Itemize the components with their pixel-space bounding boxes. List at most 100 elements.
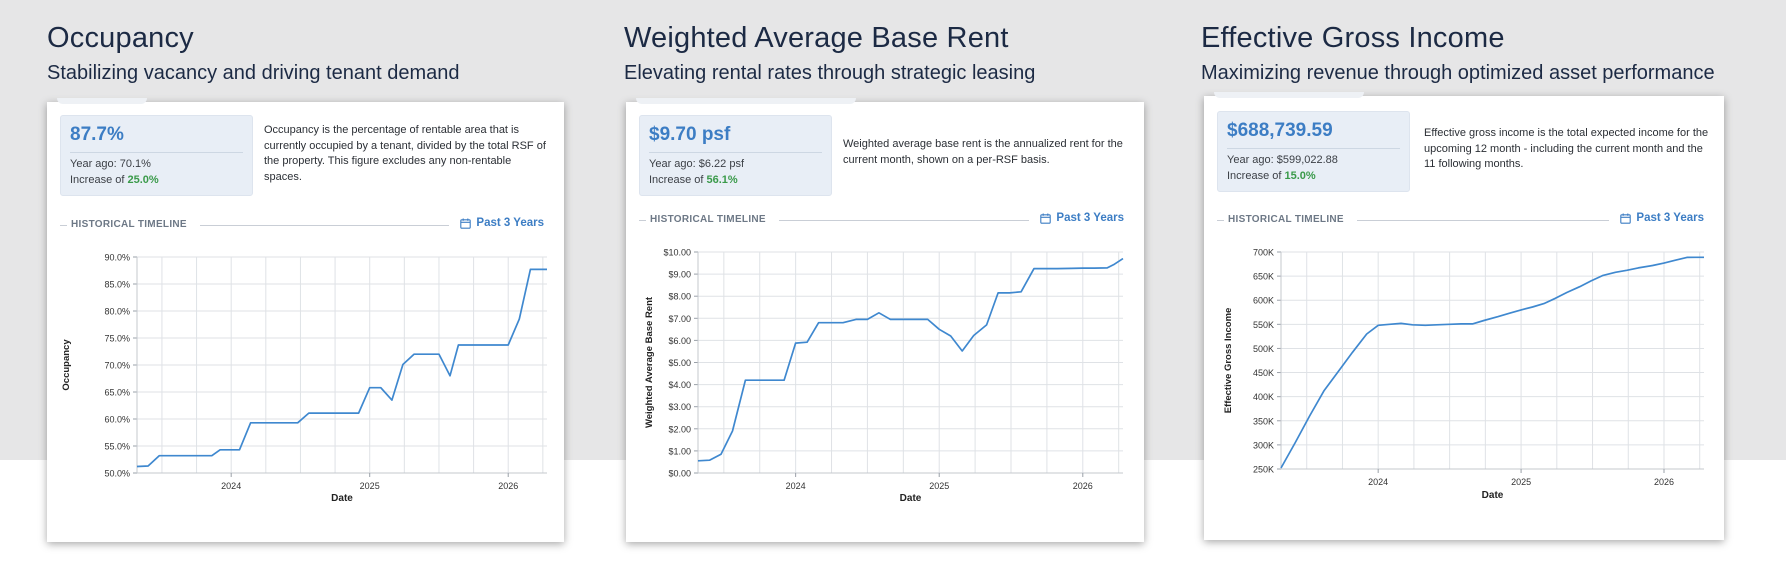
card-tab bbox=[636, 98, 856, 104]
range-label: Past 3 Years bbox=[1636, 212, 1704, 224]
x-axis-label: Date bbox=[1482, 490, 1504, 501]
timeline-label: HISTORICAL TIMELINE bbox=[650, 214, 766, 225]
range-selector[interactable]: Past 3 Years bbox=[460, 217, 544, 229]
divider bbox=[649, 152, 822, 153]
divider bbox=[639, 220, 646, 221]
y-tick-label: 550K bbox=[1253, 320, 1274, 330]
metric-value: $9.70 psf bbox=[649, 124, 731, 145]
calendar-icon bbox=[1040, 213, 1052, 224]
section-subtitle: Elevating rental rates through strategic… bbox=[624, 62, 1036, 84]
metric-box: $9.70 psf Year ago: $6.22 psf Increase o… bbox=[639, 115, 832, 196]
y-tick-label: 650K bbox=[1253, 272, 1274, 282]
y-tick-label: 500K bbox=[1253, 344, 1274, 354]
y-tick-label: $1.00 bbox=[668, 446, 691, 456]
increase-text: Increase of 56.1% bbox=[649, 174, 738, 186]
y-tick-label: $6.00 bbox=[668, 336, 691, 346]
y-tick-label: 90.0% bbox=[104, 253, 130, 263]
divider bbox=[60, 225, 67, 226]
divider bbox=[779, 220, 1029, 221]
occupancy-card: 87.7% Year ago: 70.1% Increase of 25.0% … bbox=[47, 98, 564, 542]
y-tick-label: 300K bbox=[1253, 440, 1274, 450]
divider bbox=[1217, 220, 1224, 221]
timeline-header: HISTORICAL TIMELINE Past 3 Years bbox=[60, 217, 544, 233]
range-label: Past 3 Years bbox=[1056, 212, 1124, 224]
y-tick-label: 700K bbox=[1253, 248, 1274, 258]
card-tab bbox=[57, 98, 147, 104]
increase-text: Increase of 15.0% bbox=[1227, 170, 1316, 182]
x-tick-label: 2026 bbox=[1073, 481, 1093, 491]
increase-prefix: Increase of bbox=[1227, 170, 1285, 182]
series-line bbox=[697, 257, 1124, 462]
base-rent-card: $9.70 psf Year ago: $6.22 psf Increase o… bbox=[626, 98, 1144, 542]
calendar-icon bbox=[460, 218, 472, 229]
divider bbox=[1357, 220, 1609, 221]
calendar-icon bbox=[1620, 213, 1632, 224]
y-tick-label: $0.00 bbox=[668, 469, 691, 479]
increase-prefix: Increase of bbox=[70, 174, 128, 186]
y-tick-label: $2.00 bbox=[668, 424, 691, 434]
y-axis-label: Effective Gross Income bbox=[1223, 308, 1234, 414]
timeline-header: HISTORICAL TIMELINE Past 3 Years bbox=[639, 212, 1124, 228]
timeline-label: HISTORICAL TIMELINE bbox=[71, 219, 187, 230]
x-tick-label: 2024 bbox=[221, 481, 241, 491]
x-tick-label: 2025 bbox=[929, 481, 949, 491]
y-tick-label: 60.0% bbox=[104, 415, 130, 425]
series-line bbox=[136, 268, 547, 468]
section-subtitle: Maximizing revenue through optimized ass… bbox=[1201, 62, 1715, 84]
x-axis-label: Date bbox=[900, 493, 922, 504]
y-tick-label: 400K bbox=[1253, 392, 1274, 402]
x-axis-label: Date bbox=[331, 493, 353, 504]
y-tick-label: 80.0% bbox=[104, 307, 130, 317]
y-tick-label: 350K bbox=[1253, 416, 1274, 426]
x-tick-label: 2024 bbox=[1368, 477, 1388, 487]
section-subtitle: Stabilizing vacancy and driving tenant d… bbox=[47, 62, 460, 84]
increase-prefix: Increase of bbox=[649, 174, 707, 186]
year-ago-value: Year ago: $599,022.88 bbox=[1227, 154, 1338, 166]
y-tick-label: 50.0% bbox=[104, 469, 130, 479]
y-tick-label: $8.00 bbox=[668, 292, 691, 302]
year-ago-value: Year ago: $6.22 psf bbox=[649, 158, 745, 170]
section-title: Effective Gross Income bbox=[1201, 22, 1505, 54]
x-tick-label: 2025 bbox=[1511, 477, 1531, 487]
y-tick-label: 85.0% bbox=[104, 280, 130, 290]
divider bbox=[1227, 148, 1400, 149]
metric-value: $688,739.59 bbox=[1227, 120, 1333, 141]
card-tab bbox=[1214, 92, 1364, 98]
range-selector[interactable]: Past 3 Years bbox=[1620, 212, 1704, 224]
metric-box: 87.7% Year ago: 70.1% Increase of 25.0% bbox=[60, 115, 253, 196]
timeline-label: HISTORICAL TIMELINE bbox=[1228, 214, 1344, 225]
y-tick-label: 450K bbox=[1253, 368, 1274, 378]
section-title: Occupancy bbox=[47, 22, 194, 54]
x-tick-label: 2024 bbox=[786, 481, 806, 491]
y-tick-label: $10.00 bbox=[663, 248, 691, 258]
y-tick-label: 55.0% bbox=[104, 442, 130, 452]
y-tick-label: $7.00 bbox=[668, 314, 691, 324]
y-tick-label: 70.0% bbox=[104, 361, 130, 371]
metric-value: 87.7% bbox=[70, 124, 124, 145]
x-tick-label: 2025 bbox=[360, 481, 380, 491]
increase-percent: 15.0% bbox=[1284, 170, 1316, 182]
y-tick-label: $9.00 bbox=[668, 270, 691, 280]
occupancy-chart: 50.0% 55.0% 60.0% 65.0% 70.0% 75.0% 80.0% 85.0%… bbox=[61, 253, 547, 504]
y-axis-label: Occupancy bbox=[61, 339, 72, 391]
y-axis-label: Weighted Average Base Rent bbox=[644, 296, 655, 428]
divider bbox=[200, 225, 449, 226]
y-tick-label: 600K bbox=[1253, 296, 1274, 306]
y-tick-label: 65.0% bbox=[104, 388, 130, 398]
egi-chart: 250K 300K 350K 400K 450K 500K 550K 600K 650K 700K… bbox=[1223, 248, 1704, 501]
x-tick-label: 2026 bbox=[498, 481, 518, 491]
metric-description: Occupancy is the percentage of rentable … bbox=[264, 124, 546, 183]
timeline-header: HISTORICAL TIMELINE Past 3 Years bbox=[1217, 212, 1704, 228]
range-label: Past 3 Years bbox=[476, 217, 544, 229]
y-tick-label: $3.00 bbox=[668, 402, 691, 412]
base-rent-chart: $0.00 $1.00 $2.00 $3.00 $4.00 $5.00 $6.00 $7.00… bbox=[644, 248, 1124, 504]
metric-description: Effective gross income is the total expe… bbox=[1424, 127, 1709, 170]
range-selector[interactable]: Past 3 Years bbox=[1040, 212, 1124, 224]
y-tick-label: $5.00 bbox=[668, 358, 691, 368]
increase-text: Increase of 25.0% bbox=[70, 174, 159, 186]
metric-box: $688,739.59 Year ago: $599,022.88 Increa… bbox=[1217, 111, 1410, 192]
year-ago-value: Year ago: 70.1% bbox=[70, 158, 151, 170]
metric-description: Weighted average base rent is the annual… bbox=[843, 138, 1123, 166]
increase-percent: 56.1% bbox=[706, 174, 738, 186]
egi-card: $688,739.59 Year ago: $599,022.88 Increa… bbox=[1204, 92, 1724, 540]
